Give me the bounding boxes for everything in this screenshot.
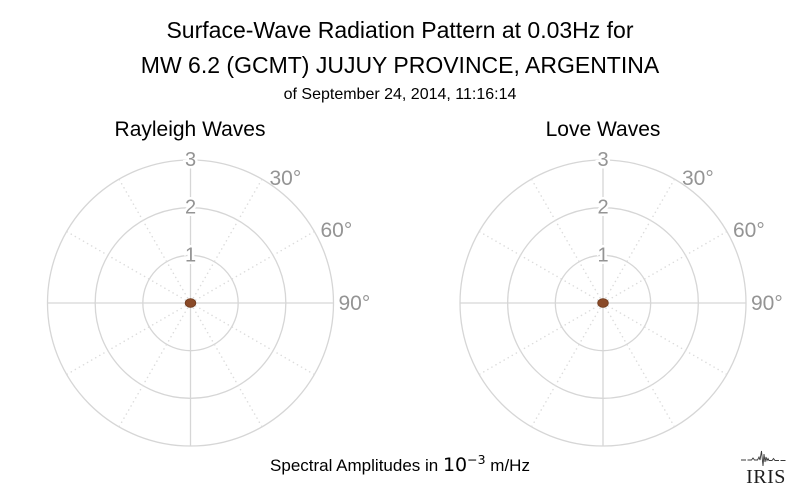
amplitude-units-caption: Spectral Amplitudes in 10−3 m/Hz [0,452,800,476]
dotted-spoke [118,178,189,299]
radial-tick-label: 1 [185,244,196,266]
caption-suffix: m/Hz [485,456,530,475]
rayleigh-polar-plot: 1 2 3 30° 60° 90° [46,147,371,447]
iris-logo-text: IRIS [746,466,786,488]
dotted-spoke [605,178,676,299]
dotted-spoke [478,230,599,301]
dotted-spoke [65,305,187,376]
seismogram-trace-icon [741,450,786,467]
dotted-spoke [194,305,316,376]
figure-title-line1: Surface-Wave Radiation Pattern at 0.03Hz… [166,17,634,43]
iris-logo: IRIS [741,450,786,488]
dotted-spoke [530,307,601,428]
radial-tick-label: 2 [185,197,196,219]
love-plot-title: Love Waves [545,118,661,141]
angle-label: 60° [321,219,353,242]
radial-tick-label: 1 [597,244,608,266]
angle-label: 90° [339,292,371,315]
center-pattern-marker [597,298,609,308]
angle-label: 30° [682,167,714,190]
figure-header: Surface-Wave Radiation Pattern at 0.03Hz… [0,13,800,105]
angle-label: 60° [733,219,765,242]
radial-tick-label: 3 [185,149,196,171]
figure-title-line2: MW 6.2 (GCMT) JUJUY PROVINCE, ARGENTINA [140,52,660,78]
center-pattern-marker [184,298,197,308]
angle-label: 90° [751,292,783,315]
dotted-spoke [118,307,189,428]
rayleigh-plot-title: Rayleigh Waves [114,118,266,141]
dotted-spoke [530,178,601,299]
dotted-spoke [192,178,263,299]
caption-power-base: 10 [442,454,468,476]
dotted-spoke [192,307,263,428]
radial-tick-label: 2 [597,197,608,219]
radial-tick-label: 3 [597,149,608,171]
caption-power-exponent: −3 [467,452,486,467]
caption-prefix: Spectral Amplitudes in [270,456,443,475]
dotted-spoke [478,305,599,376]
dotted-spoke [65,230,187,301]
dotted-spoke [605,307,676,428]
dotted-spoke [194,230,316,301]
figure-subtitle: of September 24, 2014, 11:16:14 [283,86,517,103]
dotted-spoke [607,305,728,376]
angle-label: 30° [270,167,302,190]
love-polar-plot: 1 2 3 30° 60° 90° [459,147,783,447]
dotted-spoke [607,230,728,301]
